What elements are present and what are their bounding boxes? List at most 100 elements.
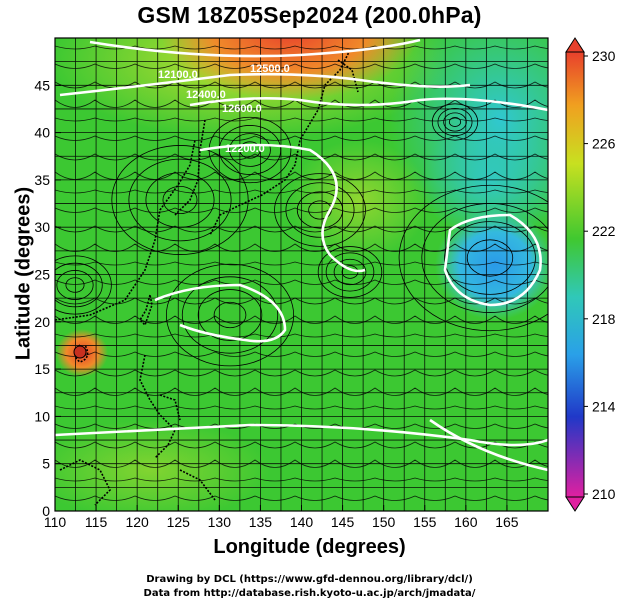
x-tick-label: 110	[44, 514, 67, 530]
streamline-vortex	[317, 246, 383, 298]
streamline-vortex	[213, 301, 247, 329]
streamline	[55, 171, 548, 180]
streamline	[55, 63, 548, 69]
isohypse-contour	[429, 418, 548, 472]
coastline	[55, 139, 196, 321]
y-tick-label: 10	[34, 408, 50, 424]
contour-label: 12200.0	[225, 143, 265, 155]
streamline-vortex	[333, 258, 367, 286]
y-tick-label: 0	[42, 503, 50, 519]
y-tick-label: 25	[34, 267, 50, 283]
x-tick-label: 125	[167, 514, 191, 530]
streamline-vortex	[325, 252, 375, 292]
isohypse-contour	[89, 38, 421, 58]
colorbar-tick-label: 230	[592, 48, 616, 64]
coastline	[159, 394, 181, 421]
credit-drawing: Drawing by DCL (https://www.gfd-dennou.o…	[146, 574, 473, 585]
streamline-vortex	[165, 263, 295, 367]
streamline-vortex	[421, 203, 548, 313]
colorbar-tick-label: 222	[592, 223, 616, 239]
streamline-vortex	[162, 185, 198, 215]
streamline	[55, 333, 548, 338]
y-tick-label: 5	[42, 456, 50, 472]
temperature-field: 12100.0 12400.0 12500.0 12600.0 12200.0	[55, 38, 548, 511]
streamline	[55, 261, 548, 266]
streamline-vortex	[274, 173, 366, 247]
streamline	[55, 297, 548, 305]
streamline-vortex	[55, 262, 103, 308]
streamline	[55, 495, 548, 501]
y-tick-label: 45	[34, 77, 50, 93]
streamline	[55, 459, 548, 468]
x-tick-label: 150	[372, 514, 396, 530]
streamline	[55, 369, 548, 377]
streamline-vortex	[444, 221, 536, 295]
coastline	[337, 59, 359, 93]
x-tick-label: 165	[495, 514, 519, 530]
streamline	[55, 117, 548, 122]
streamline-vortex	[448, 117, 462, 127]
contour-label: 12500.0	[250, 63, 290, 75]
coastline	[209, 49, 351, 236]
streamline-vortex	[197, 289, 263, 341]
colorbar-tick-label: 226	[592, 136, 616, 152]
streamline-vortex	[65, 277, 85, 293]
contour-label: 12400.0	[186, 89, 226, 101]
streamline	[55, 423, 548, 429]
y-tick-label: 30	[34, 219, 50, 235]
streamline-vortex	[239, 141, 261, 159]
map-title: GSM 18Z05Sep2024 (200.0hPa)	[137, 2, 482, 28]
isohypse-contour	[55, 423, 548, 447]
isohypse-contour	[59, 72, 471, 97]
streamline	[55, 315, 548, 324]
isohypse-contour	[189, 97, 548, 112]
streamline-vortex	[285, 182, 355, 238]
coastline	[59, 459, 111, 506]
x-axis-label: Longitude (degrees)	[213, 536, 406, 558]
x-tick-label: 115	[85, 514, 108, 530]
streamline	[55, 81, 548, 89]
streamline-vortex	[229, 133, 271, 167]
y-tick-label: 40	[34, 125, 50, 141]
streamline	[55, 135, 548, 141]
colorbar-tick-label: 218	[592, 311, 616, 327]
streamline-vortex	[56, 270, 94, 300]
coastline	[179, 469, 216, 501]
y-tick-label: 35	[34, 172, 50, 188]
contour-label: 12600.0	[222, 103, 262, 115]
streamline	[55, 351, 548, 357]
credit-data-source: Data from http://database.rish.kyoto-u.a…	[143, 588, 476, 599]
streamline	[55, 153, 548, 161]
x-tick-label: 140	[290, 514, 314, 530]
isohypse-contour	[199, 143, 366, 273]
streamline	[55, 207, 548, 213]
streamline-vortex	[431, 103, 479, 141]
streamline-vortex	[398, 184, 548, 332]
streamline-vortex	[208, 116, 292, 184]
streamline-vortex	[443, 112, 467, 132]
streamline-vortex	[466, 239, 514, 277]
y-tick-label: 20	[34, 314, 50, 330]
streamline-vortex	[218, 125, 282, 175]
streamline	[55, 225, 548, 233]
streamline-vortex	[111, 145, 249, 255]
streamline	[55, 243, 548, 252]
streamline-vortex	[181, 276, 279, 354]
streamline	[55, 405, 548, 410]
colorbar-tick-label: 210	[592, 486, 616, 502]
x-tick-label: 145	[331, 514, 355, 530]
contour-label: 12100.0	[158, 69, 198, 81]
y-tick-label: 15	[34, 361, 50, 377]
streamline	[55, 45, 548, 50]
isohypse-contour	[154, 283, 287, 343]
coastline	[138, 294, 153, 327]
x-tick-label: 135	[249, 514, 273, 530]
coastline	[139, 354, 176, 459]
x-tick-label: 120	[125, 514, 149, 530]
colorbar: 230 226 222 218 214 210	[565, 37, 616, 512]
streamline	[55, 477, 548, 482]
streamline-vortex	[55, 255, 112, 315]
y-axis-label: Latitude (degrees)	[12, 186, 35, 361]
streamline-vortex	[145, 172, 215, 228]
